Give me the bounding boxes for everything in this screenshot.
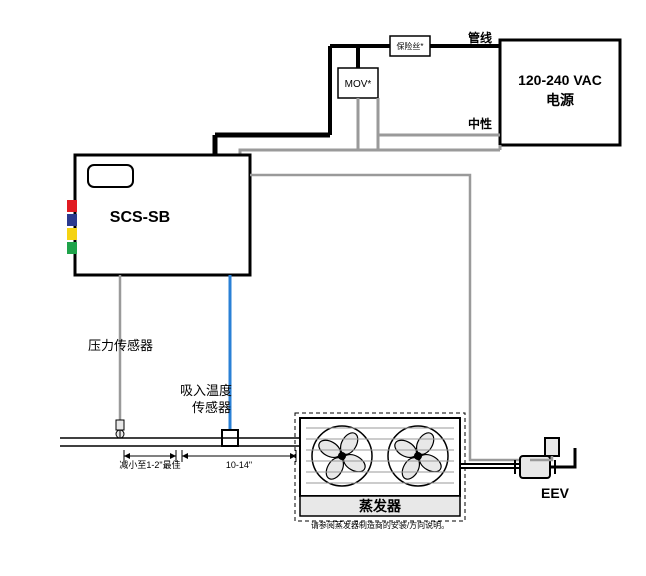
svg-text:请参阅蒸发器制造商的安装/方向说明。: 请参阅蒸发器制造商的安装/方向说明。 xyxy=(311,520,449,530)
svg-text:SCS-SB: SCS-SB xyxy=(110,209,170,226)
wiring-diagram: 120-240 VAC 电源 保险丝* MOV* 管线中性 SCS-SB 压力传感器吸入温度… xyxy=(0,0,646,576)
svg-text:吸入温度: 吸入温度 xyxy=(180,383,232,398)
svg-text:120-240 VAC: 120-240 VAC xyxy=(518,72,602,88)
svg-text:电源: 电源 xyxy=(546,92,574,108)
svg-text:中性: 中性 xyxy=(468,116,492,131)
svg-text:传感器: 传感器 xyxy=(192,400,231,415)
svg-text:减小至1-2"最佳: 减小至1-2"最佳 xyxy=(119,459,180,470)
svg-text:EEV: EEV xyxy=(541,485,570,501)
svg-text:蒸发器: 蒸发器 xyxy=(359,498,402,514)
svg-text:MOV*: MOV* xyxy=(345,79,372,90)
svg-text:保险丝*: 保险丝* xyxy=(396,41,423,51)
svg-text:管线: 管线 xyxy=(468,30,492,45)
svg-text:压力传感器: 压力传感器 xyxy=(88,338,153,353)
svg-text:10-14": 10-14" xyxy=(226,460,252,470)
